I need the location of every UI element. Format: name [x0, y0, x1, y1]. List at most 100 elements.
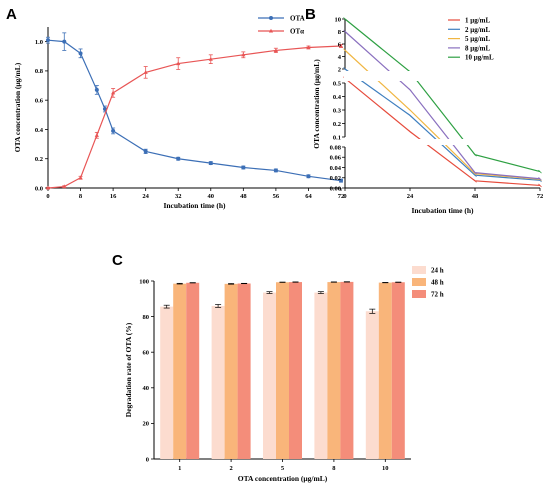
- bar: [263, 292, 276, 459]
- y-tick-label: 8: [338, 29, 342, 36]
- y-tick-label: 0.5: [333, 80, 342, 87]
- panel-letter: A: [6, 6, 17, 23]
- y-tick-label: 0.08: [330, 144, 342, 151]
- data-point: [45, 185, 51, 190]
- x-tick-label: 10: [382, 465, 389, 472]
- legend-swatch: [412, 266, 426, 274]
- legend: 1 μg/mL2 μg/mL5 μg/mL8 μg/mL 10 μg/mL: [448, 17, 494, 62]
- y-tick-label: 4: [338, 54, 342, 61]
- series-line: [344, 49, 541, 180]
- y-tick-label: 2: [338, 66, 341, 73]
- x-tick-label: 8: [332, 465, 336, 472]
- y-tick-label: 0.1: [333, 134, 341, 141]
- y-tick-label: 0.6: [35, 97, 44, 104]
- bar: [160, 306, 174, 459]
- data-point: [143, 70, 148, 74]
- series-ota: [46, 32, 343, 183]
- data-point: [473, 173, 477, 177]
- x-tick-label: 16: [110, 193, 117, 200]
- series-line: [344, 18, 541, 173]
- data-point: [111, 90, 116, 95]
- data-point: [473, 179, 477, 183]
- y-tick-label: 1.0: [35, 39, 43, 46]
- x-axis-title: OTA concentration (μg/mL): [238, 474, 328, 483]
- x-tick-label: 64: [305, 193, 312, 200]
- data-point: [408, 113, 412, 118]
- data-point: [94, 87, 99, 92]
- data-point: [241, 52, 246, 57]
- data-point: [343, 67, 347, 71]
- data-point: [62, 39, 67, 44]
- x-tick-label: 2: [229, 465, 232, 472]
- bar: [327, 282, 341, 459]
- data-point: [111, 128, 116, 133]
- data-point: [241, 165, 246, 170]
- legend-label: OTA: [290, 15, 305, 23]
- data-point: [62, 184, 67, 189]
- y-tick-label: 0: [146, 456, 149, 463]
- x-axis-title: Incubation time (h): [411, 206, 474, 215]
- bar: [378, 282, 392, 459]
- data-point: [538, 176, 542, 181]
- data-point: [473, 170, 477, 175]
- data-point: [338, 43, 344, 48]
- y-axis-title: OTA concentration (μg/mL): [312, 59, 321, 149]
- x-axis-title: Incubation time (h): [163, 201, 226, 210]
- x-tick-label: 5: [281, 465, 285, 472]
- panel-a: A0 8 16 24 32 40 48 56 64 720.00.20.40.60.81.0Inc…: [6, 6, 344, 210]
- bar: [186, 282, 200, 459]
- data-point: [208, 161, 213, 166]
- series-ota-alpha: [45, 43, 344, 190]
- y-tick-label: 0.2: [333, 121, 341, 128]
- data-point: [273, 168, 278, 173]
- y-tick-label: 6: [338, 41, 342, 48]
- data-point: [78, 175, 83, 180]
- data-point: [538, 183, 542, 188]
- series-5: [343, 17, 542, 174]
- x-tick-label: 24: [142, 193, 149, 200]
- series-2: [343, 67, 542, 183]
- axis-break-gap: [344, 139, 541, 145]
- series-line: [47, 45, 342, 189]
- axis-break-gap: [344, 71, 541, 81]
- x-tick-label: 24: [407, 193, 414, 200]
- bar: [340, 281, 354, 459]
- data-point: [46, 38, 50, 43]
- legend-label: 72 h: [431, 291, 444, 299]
- x-tick-label: 72: [338, 193, 345, 200]
- series-line: [344, 68, 541, 181]
- data-point: [176, 61, 181, 66]
- legend-swatch: [412, 290, 426, 298]
- data-point: [273, 48, 278, 52]
- data-point: [94, 133, 99, 137]
- legend: OTA OTα: [258, 15, 305, 36]
- panel-letter: B: [305, 6, 316, 23]
- panel-b: B2468100.10.20.30.40.50.000.020.040.060.…: [305, 6, 543, 215]
- y-tick-label: 0.0: [35, 185, 43, 192]
- bar: [289, 282, 302, 459]
- data-point: [208, 57, 213, 61]
- x-tick-label: 1: [178, 465, 181, 472]
- panel-letter: C: [112, 252, 123, 269]
- data-point: [343, 29, 347, 34]
- y-tick-label: 0.06: [330, 155, 342, 162]
- y-tick-label: 0.4: [333, 94, 342, 101]
- y-axis-title: Degradation rate of OTA (%): [124, 322, 133, 417]
- data-point: [306, 45, 311, 50]
- data-point: [306, 174, 311, 179]
- legend: 24 h 48 h 72 h: [412, 266, 444, 299]
- x-tick-label: 72: [537, 193, 544, 200]
- y-tick-label: 80: [143, 314, 150, 321]
- data-point: [343, 48, 347, 53]
- bar: [224, 283, 238, 459]
- series-4: [343, 29, 542, 181]
- y-tick-label: 100: [139, 278, 149, 285]
- legend-label: 8 μg/mL: [465, 44, 490, 52]
- x-tick-label: 48: [472, 193, 479, 200]
- data-point: [143, 149, 148, 154]
- y-tick-label: 0.3: [333, 107, 342, 114]
- y-tick-label: 0.04: [330, 165, 342, 172]
- data-point: [408, 108, 412, 112]
- legend-label: 48 h: [431, 279, 444, 287]
